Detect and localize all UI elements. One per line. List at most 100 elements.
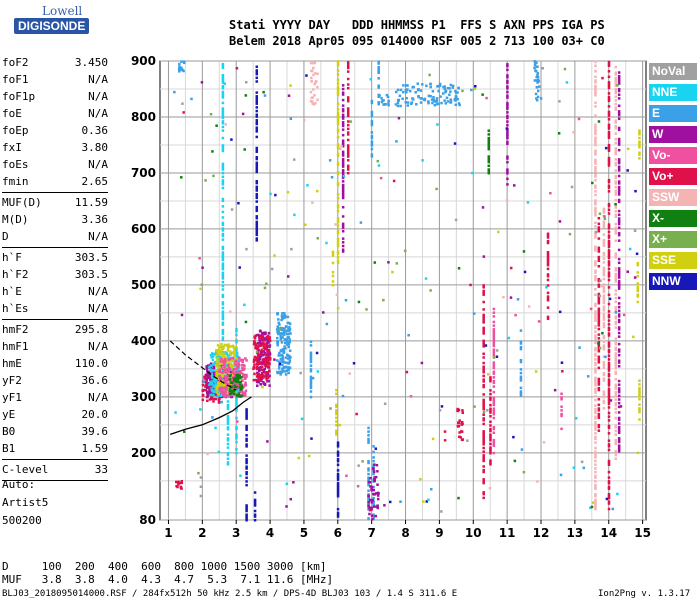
echo-point [341, 172, 345, 176]
echo-point [377, 60, 380, 63]
echo-point [614, 269, 618, 272]
echo-point [242, 363, 245, 367]
echo-point [536, 480, 539, 483]
echo-point [611, 507, 615, 511]
echo-point [336, 115, 340, 119]
echo-point [482, 400, 485, 404]
echo-point [200, 283, 204, 287]
param-row: B0 39.6 [2, 423, 108, 440]
echo-point [456, 424, 460, 428]
echo-point [482, 385, 485, 389]
echo-point [546, 273, 550, 276]
echo-point [211, 150, 214, 153]
echo-point [376, 491, 380, 495]
echo-point [346, 144, 350, 147]
param-label: hmE [2, 357, 22, 370]
echo-point [253, 335, 256, 339]
echo-point [231, 345, 235, 348]
echo-point [541, 67, 544, 70]
echo-point [594, 162, 597, 165]
echo-point [607, 239, 611, 243]
echo-point [245, 426, 248, 430]
echo-point [594, 435, 597, 439]
echo-point [316, 85, 319, 89]
echo-point [336, 117, 340, 120]
echo-point [607, 411, 611, 415]
echo-point [492, 370, 496, 374]
echo-point [336, 261, 340, 265]
echo-point [336, 485, 340, 489]
echo-point [597, 237, 601, 240]
echo-point [482, 255, 486, 258]
echo-point [255, 72, 259, 76]
echo-point [257, 354, 260, 357]
echo-point [226, 442, 230, 446]
echo-point [492, 444, 496, 447]
echo-point [617, 128, 621, 132]
echo-point [245, 472, 248, 476]
echo-point [233, 379, 236, 382]
echo-point [617, 348, 621, 351]
echo-point [546, 252, 550, 256]
echo-point [279, 336, 283, 340]
echo-point [397, 99, 400, 102]
echo-point [237, 388, 240, 392]
echo-point [617, 87, 621, 91]
echo-point [482, 441, 485, 444]
echo-point [594, 149, 597, 152]
echo-point [482, 313, 485, 317]
echo-point [288, 329, 291, 333]
echo-point [221, 234, 225, 238]
echo-point [373, 463, 376, 466]
echo-point [231, 379, 234, 382]
echo-point [224, 351, 227, 354]
echo-point [614, 191, 618, 194]
echo-point [341, 109, 345, 113]
echo-point [482, 291, 485, 295]
echo-point [372, 465, 375, 468]
echo-point [607, 354, 611, 357]
echo-point [607, 81, 611, 84]
echo-point [235, 416, 238, 420]
echo-point [223, 370, 226, 373]
echo-point [597, 423, 601, 427]
echo-point [370, 501, 374, 504]
echo-point [492, 425, 496, 429]
echo-point [287, 343, 291, 346]
echo-point [561, 370, 564, 373]
echo-point [243, 303, 246, 307]
echo-point [506, 172, 509, 175]
echo-point [598, 212, 602, 215]
echo-point [309, 390, 313, 393]
echo-point [594, 60, 597, 64]
echo-point [221, 85, 225, 88]
echo-point [268, 384, 271, 387]
echo-point [454, 89, 457, 93]
echo-point [489, 459, 492, 462]
echo-point [617, 418, 621, 422]
echo-point [506, 136, 509, 140]
echo-point [614, 222, 618, 226]
echo-point [614, 152, 618, 156]
echo-point [233, 393, 236, 396]
echo-point [206, 371, 209, 375]
echo-point [489, 396, 492, 400]
echo-point [257, 373, 261, 376]
echo-point [215, 382, 218, 386]
echo-point [214, 397, 218, 401]
echo-point [617, 379, 621, 383]
echo-point [598, 346, 602, 350]
echo-point [492, 416, 496, 420]
echo-point [219, 350, 223, 353]
echo-point [215, 393, 219, 397]
echo-point [617, 165, 621, 169]
echo-point [607, 64, 611, 67]
echo-point [285, 325, 288, 328]
param-row: foE N/A [2, 105, 108, 122]
echo-point [293, 213, 296, 217]
echo-point [255, 167, 259, 170]
echo-point [382, 99, 385, 102]
echo-point [617, 141, 621, 145]
echo-point [377, 86, 380, 89]
echo-point [607, 156, 611, 160]
